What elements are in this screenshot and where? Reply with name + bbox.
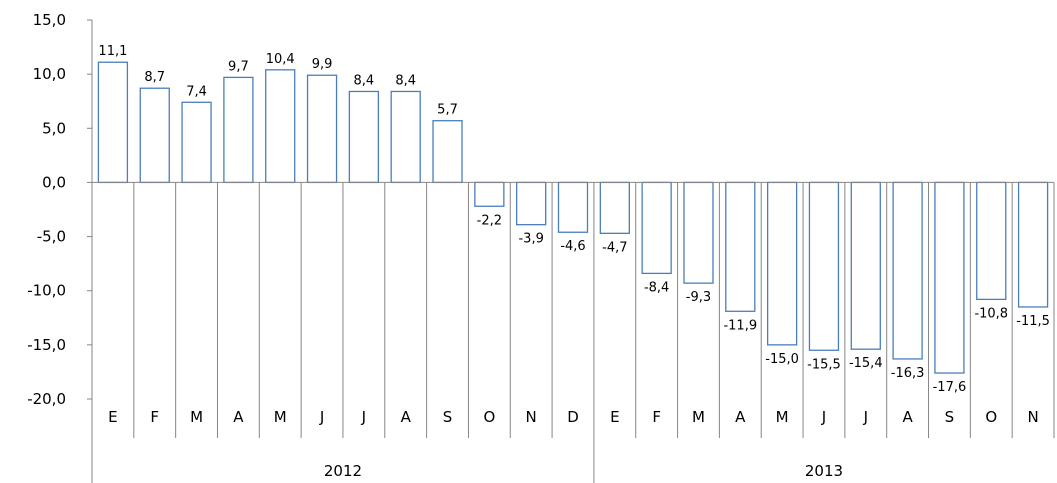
x-tick-label: F [652,408,661,426]
bar [474,181,505,207]
year-label: 2013 [805,462,843,480]
x-tick-label: J [821,408,826,426]
x-tick-label: J [361,408,366,426]
data-label: 7,4 [186,84,207,99]
data-label: -15,5 [807,357,841,372]
bar [265,69,296,184]
bar [432,120,463,184]
data-label: -11,9 [723,318,757,333]
x-tick-label: A [401,408,412,426]
bar [348,90,380,184]
x-tick-label: A [233,408,244,426]
bar [892,181,923,360]
y-tick-label: -10,0 [27,282,66,300]
data-label: 10,4 [266,52,295,67]
data-label: 8,4 [354,73,375,88]
data-label: -10,8 [974,306,1008,321]
bar [223,76,254,184]
x-tick-label: F [150,408,159,426]
data-label: 5,7 [437,103,458,118]
x-tick-label: E [108,408,117,426]
y-tick-label: 10,0 [33,65,66,83]
bar [850,181,881,350]
bar [683,181,714,284]
x-tick-label: M [776,408,789,426]
x-tick-label: A [902,408,913,426]
bar [139,87,170,184]
data-label: -4,7 [602,240,627,255]
y-tick-label: -20,0 [27,390,66,408]
year-label: 2012 [324,462,362,480]
bar [557,181,589,233]
x-tick-label: N [526,408,537,426]
x-tick-label: M [274,408,287,426]
bar [97,61,129,184]
bar [181,101,212,184]
x-tick-label: O [985,408,997,426]
x-tick-label: A [735,408,746,426]
data-label: -15,0 [765,352,799,367]
data-label: -8,4 [644,280,669,295]
bar [808,181,840,351]
y-tick-label: -5,0 [37,228,66,246]
bar [725,181,756,312]
data-label: 9,7 [228,59,249,74]
x-tick-label: O [483,408,495,426]
data-label: -16,3 [891,366,925,381]
x-tick-label: J [319,408,324,426]
data-label: -11,5 [1016,314,1050,329]
data-label: -17,6 [933,380,967,395]
bar [641,181,672,275]
bar [934,181,965,374]
bar [390,90,421,184]
bar [516,181,547,226]
y-tick-label: 5,0 [42,119,66,137]
data-label: -2,2 [477,213,502,228]
y-tick-label: 0,0 [42,173,66,191]
y-tick-label: -15,0 [27,336,66,354]
data-label: 9,9 [312,57,333,72]
data-label: -9,3 [686,290,711,305]
data-label: 8,7 [144,70,165,85]
x-tick-label: E [610,408,619,426]
x-tick-label: S [945,408,955,426]
data-label: -4,6 [560,239,585,254]
bar [976,181,1007,301]
bar [766,181,798,346]
x-tick-label: N [1027,408,1038,426]
bar [1017,181,1049,308]
bar [599,181,630,234]
x-tick-label: M [190,408,203,426]
y-tick-label: 15,0 [33,11,66,29]
data-label: 8,4 [395,73,416,88]
data-label: -15,4 [849,356,883,371]
x-tick-label: D [567,408,579,426]
data-label: -3,9 [518,232,543,247]
data-label: 11,1 [98,44,127,59]
x-tick-label: S [443,408,453,426]
x-tick-label: J [863,408,868,426]
bar [306,74,338,184]
x-tick-label: M [692,408,705,426]
